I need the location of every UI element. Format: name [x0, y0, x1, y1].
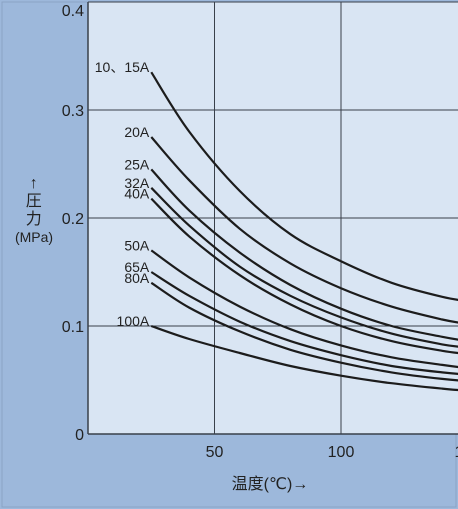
series-label: 100A	[117, 313, 150, 329]
series-label: 20A	[124, 124, 150, 140]
series-curve	[150, 249, 458, 369]
y-tick-label: 0.3	[62, 103, 84, 120]
series-label: 65A	[124, 259, 150, 275]
series-curve	[150, 136, 458, 324]
y-axis-label-line-1: 圧	[26, 193, 42, 210]
y-tick-label: 0.2	[62, 211, 84, 228]
y-axis-label-arrow: ↑	[30, 175, 38, 192]
series-curve	[150, 168, 458, 341]
y-tick-label: 0	[75, 427, 84, 444]
y-axis-label: ↑ 圧 力 (MPa)	[15, 175, 53, 245]
series-label: 80A	[124, 270, 150, 286]
x-tick-label: 50	[206, 444, 224, 461]
y-tick-label: 0.4	[62, 3, 84, 20]
x-axis-label: 温度(℃)→	[232, 475, 309, 493]
y-tick-label: 0.1	[62, 319, 84, 336]
series-curve	[150, 187, 458, 348]
x-tick-labels: 50 100 150	[206, 444, 458, 461]
y-axis-label-line-2: 力	[26, 210, 42, 228]
series-label: 10、15A	[95, 59, 150, 75]
series-curve	[150, 324, 458, 392]
series-curve	[150, 281, 458, 382]
series-label: 25A	[124, 156, 150, 172]
y-axis-label-unit: (MPa)	[15, 229, 53, 245]
series-label: 40A	[124, 186, 150, 202]
y-tick-labels: 0 0.1 0.2 0.3 0.4	[62, 3, 84, 444]
series-curve	[150, 197, 458, 355]
x-tick-label: 150	[455, 444, 458, 461]
series-curves	[150, 71, 458, 392]
series-label: 32A	[124, 175, 150, 191]
series-label: 50A	[124, 237, 150, 253]
series-curve	[150, 271, 458, 376]
x-tick-label: 100	[328, 444, 355, 461]
series-curve	[150, 71, 458, 301]
